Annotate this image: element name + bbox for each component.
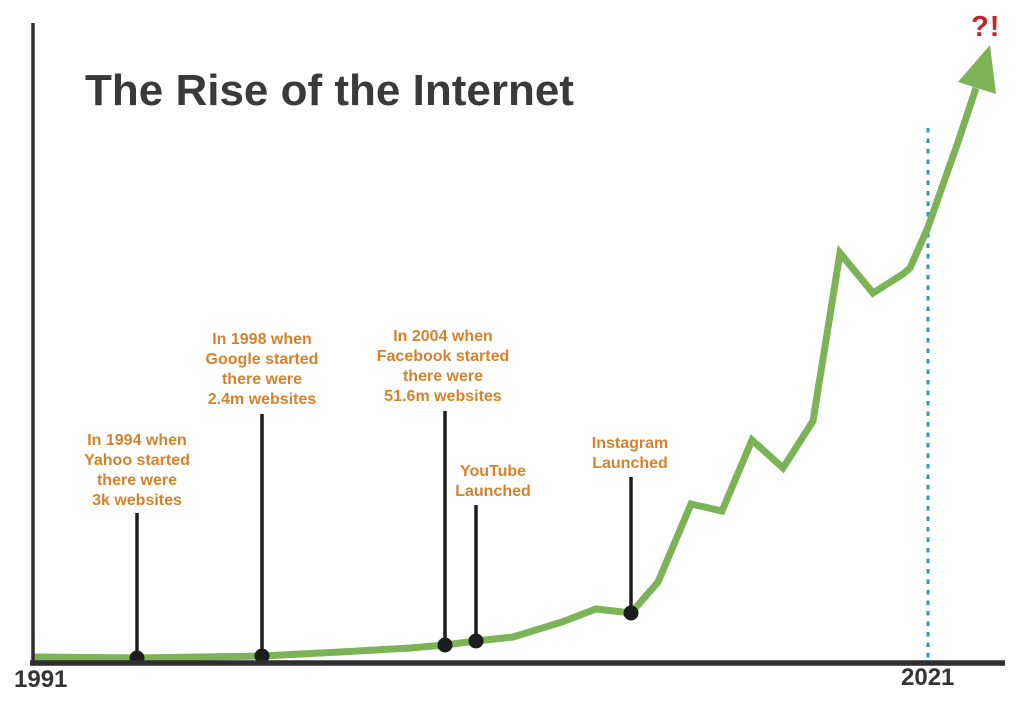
- annotation-line: there were: [221, 371, 303, 388]
- annotation-line: there were: [96, 472, 178, 489]
- annotation-line: Launched: [455, 483, 531, 500]
- annotation-facebook: In 2004 when Facebook started there were…: [353, 327, 533, 407]
- annotation-youtube: YouTube Launched: [403, 462, 583, 502]
- annotation-line: Launched: [592, 455, 668, 472]
- annotation-line: Instagram: [591, 435, 669, 452]
- chart-title: The Rise of the Internet: [85, 66, 574, 115]
- annotation-google: In 1998 when Google started there were 2…: [172, 330, 352, 410]
- annotation-line: 2.4m websites: [207, 391, 317, 408]
- annotation-line: Facebook started: [376, 348, 510, 365]
- annotation-dot-facebook: [437, 637, 453, 653]
- x-axis-start-label: 1991: [14, 666, 68, 693]
- annotation-yahoo: In 1994 when Yahoo started there were 3k…: [47, 431, 227, 511]
- annotation-line: In 1998 when: [212, 331, 312, 348]
- annotation-line: 51.6m websites: [384, 388, 502, 405]
- annotation-line: 3k websites: [92, 492, 182, 509]
- annotation-line: Yahoo started: [84, 452, 190, 469]
- annotation-dot-youtube: [468, 633, 484, 649]
- x-axis-end-label: 2021: [901, 664, 955, 691]
- annotation-line: In 1994 when: [87, 432, 187, 449]
- annotation-instagram: Instagram Launched: [540, 434, 720, 474]
- annotation-line: there were: [402, 368, 484, 385]
- annotation-line: In 2004 when: [393, 328, 493, 345]
- annotation-dot-instagram: [623, 605, 639, 621]
- annotation-line: YouTube: [459, 463, 527, 480]
- question-exclamation-marker: ?!: [971, 11, 1001, 43]
- annotation-dot-google: [254, 648, 270, 664]
- websites-trend-line: [32, 86, 980, 662]
- trend-arrowhead-icon: [958, 45, 996, 94]
- annotation-line: Google started: [205, 351, 319, 368]
